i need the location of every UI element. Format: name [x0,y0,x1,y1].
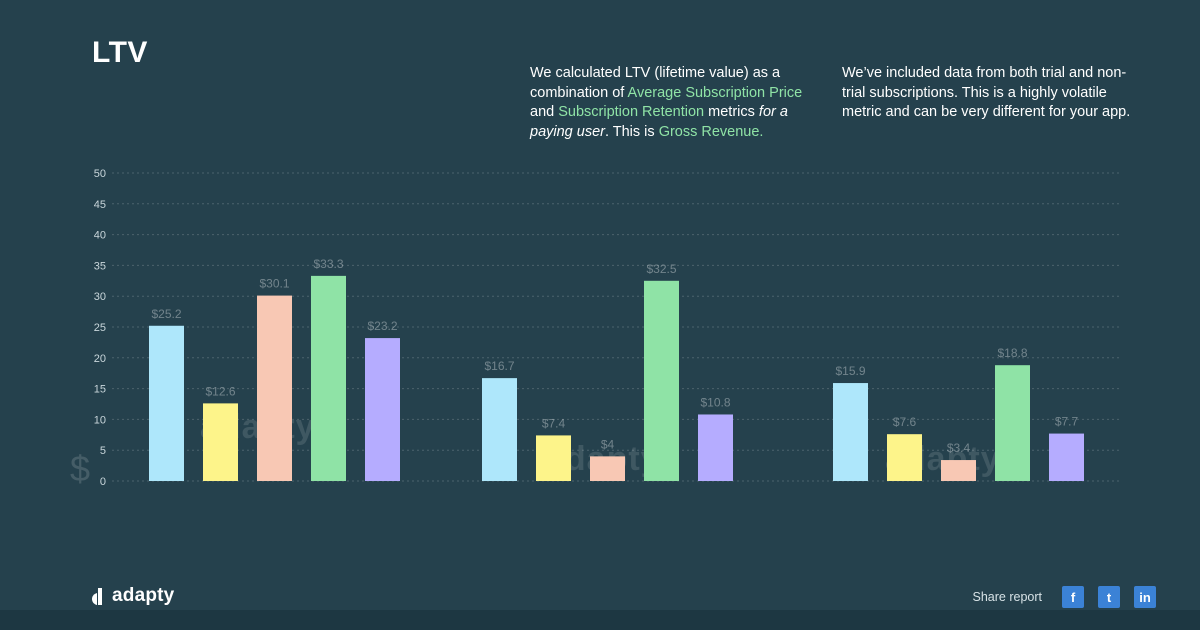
bar [590,456,625,481]
facebook-icon: f [1070,589,1076,605]
highlight-gross-revenue: Gross Revenue. [658,123,764,140]
dollar-watermark: $ [70,448,91,489]
bar [644,280,679,481]
highlight-subscription-retention: Subscription Retention [558,104,705,120]
bar-value-label: $33.3 [313,257,343,271]
page-title: LTV [92,36,148,69]
bar-value-label: $18.8 [997,346,1027,360]
bar-value-label: $15.9 [835,364,865,378]
data-note: We’ve included data from both trial and … [842,65,1131,120]
bar-labels: $25.2 $12.6 $30.1 $33.3 $23.2 $16.7 $7.4 $4 $32.… [151,257,1078,455]
bar [365,338,400,481]
report-card [0,0,1200,610]
logo-text: adapty [112,585,175,606]
bar-value-label: $30.1 [259,277,289,291]
y-tick-label: 10 [94,414,106,426]
desc-text-1: We calculated LTV (lifetime value) as a … [530,65,781,101]
desc-text-3: metrics [704,104,759,120]
twitter-share-button[interactable]: t [1098,586,1120,608]
y-axis: 0 5 10 15 20 25 30 35 40 45 50 [94,168,106,488]
y-tick-label: 0 [100,476,106,488]
bar-value-label: $16.7 [484,359,514,373]
adapty-logo-icon [92,587,102,605]
linkedin-share-button[interactable]: in [1134,586,1156,608]
bar-value-label: $7.7 [1055,415,1079,429]
bar [482,378,517,481]
bar [995,365,1030,481]
y-tick-label: 40 [94,230,106,242]
bar [887,434,922,481]
bar-value-label: $4 [601,437,615,451]
chart-bars [149,275,1084,481]
facebook-share-button[interactable]: f [1062,586,1084,608]
y-tick-label: 15 [94,384,106,396]
bar [1049,433,1084,481]
bar [311,275,346,481]
bar-value-label: $7.4 [542,416,566,430]
bar-value-label: $7.6 [893,415,917,429]
ltv-description: We calculated LTV (lifetime value) as a … [530,64,815,142]
y-tick-label: 25 [94,322,106,334]
bar-value-label: $12.6 [205,384,235,398]
bar [203,403,238,481]
bar-value-label: $32.5 [646,262,676,276]
desc-text-4: . This is [604,123,659,140]
y-tick-label: 30 [94,291,106,303]
share-bar: Share report f t in [973,586,1156,608]
y-tick-label: 20 [94,353,106,365]
y-tick-label: 45 [94,199,106,211]
bar-value-label: $23.2 [367,319,397,333]
desc-italic: for a paying user [530,104,788,140]
bar [941,460,976,481]
bar [698,414,733,481]
bar-value-label: $25.2 [151,307,181,321]
y-tick-label: 35 [94,260,106,272]
highlight-avg-subscription-price: Average Subscription Price [627,84,803,101]
page-bottom-strip [0,610,1200,630]
bar-value-label: $10.8 [700,395,730,409]
y-tick-label: 5 [100,445,106,457]
bar [536,435,571,481]
linkedin-icon: in [1139,589,1151,605]
share-label: Share report [972,590,1042,604]
bar [257,295,292,481]
bar-value-label: $3.4 [947,441,971,455]
twitter-icon: t [1106,589,1112,605]
adapty-logo[interactable]: adapty [92,585,174,607]
desc-text-2: and [530,104,559,120]
bar [149,325,184,481]
bar [833,383,868,481]
y-tick-label: 50 [94,168,106,180]
